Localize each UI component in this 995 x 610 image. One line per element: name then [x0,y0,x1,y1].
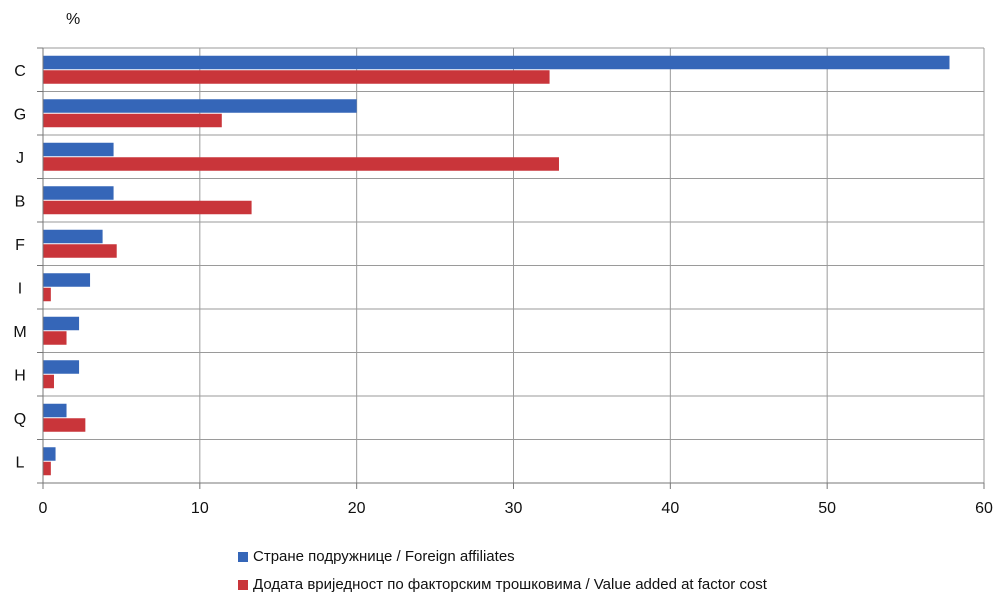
tick-labels: 0 10 20 30 40 50 60 C G J B F I M H Q L [13,63,993,517]
bar-b-series-2 [43,200,252,215]
bar-m-series-1 [43,316,80,331]
bar-i-series-1 [43,273,91,287]
bar-q-series-1 [43,403,67,418]
y-tick-label: B [15,193,26,210]
bar-m-series-2 [43,331,67,345]
legend-label: Додата вриједност по факторским трошкови… [253,576,767,593]
x-tick-label: 40 [661,500,679,517]
bar-h-series-1 [43,360,80,374]
y-tick-label: J [16,150,24,167]
x-tick-label: 30 [505,500,523,517]
bar-h-series-2 [43,374,54,389]
y-tick-label: M [13,324,26,341]
x-tick-label: 60 [975,500,993,517]
y-tick-label: F [15,237,25,254]
y-tick-label: G [14,106,26,123]
bars [43,55,950,476]
legend-item-foreign-affiliates: Стране подружнице / Foreign affiliates [238,548,515,565]
bar-b-series-1 [43,186,114,200]
bar-c-series-2 [43,70,550,84]
legend-swatch [238,579,248,590]
y-tick-label: I [18,280,22,297]
bar-g-series-2 [43,113,222,128]
y-tick-label: L [16,454,25,471]
bar-j-series-1 [43,142,114,157]
bar-j-series-2 [43,157,559,171]
bar-i-series-2 [43,287,51,302]
bar-l-series-1 [43,447,56,461]
bar-g-series-1 [43,99,357,113]
y-tick-label: C [14,63,26,80]
unit-label: % [66,11,80,28]
bar-q-series-2 [43,418,86,432]
x-tick-label: 20 [348,500,366,517]
bar-c-series-1 [43,55,950,70]
x-tick-label: 50 [818,500,836,517]
y-tick-label: H [14,367,26,384]
x-tick-label: 10 [191,500,209,517]
y-tick-label: Q [14,411,26,428]
x-tick-label: 0 [39,500,48,517]
legend-label: Стране подружнице / Foreign affiliates [253,548,515,565]
legend-swatch [238,551,248,562]
bar-f-series-2 [43,244,117,258]
bar-f-series-1 [43,229,103,244]
gridlines [43,47,985,484]
bar-l-series-2 [43,461,51,476]
axes [37,47,985,489]
legend-item-value-added: Додата вриједност по факторским трошкови… [238,576,767,593]
